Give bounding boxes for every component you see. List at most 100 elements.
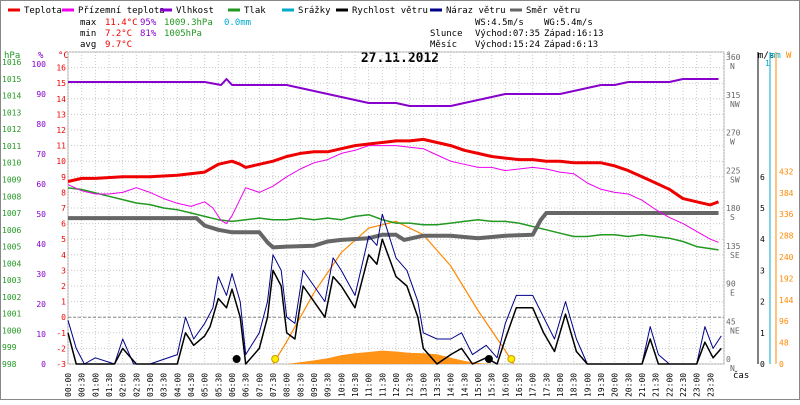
x-tick: 07:00: [255, 373, 264, 397]
temp-tick: 8: [61, 188, 66, 197]
stat-max-temp: 11.4°C: [105, 18, 138, 28]
x-tick: 17:30: [542, 373, 551, 397]
solar-tick: 336: [779, 210, 794, 219]
press-tick: 998: [2, 360, 17, 369]
series-gust: [67, 213, 722, 365]
unit-press: hPa: [4, 51, 20, 61]
solar-theoretical-line: [272, 220, 515, 365]
solar-tick: 192: [779, 274, 794, 283]
x-tick: 22:00: [665, 373, 674, 397]
stat-max-press: 1009.3hPa: [164, 18, 213, 28]
legend: Teplota Přízemní teplota Vlhkost Tlak Srážky…: [8, 6, 580, 16]
dir-tick-cardinal: E: [730, 289, 735, 298]
x-tick: 10:30: [351, 373, 360, 397]
dir-tick: 90: [726, 280, 736, 289]
x-tick: 09:00: [310, 373, 319, 397]
legend-label: Směr větru: [526, 6, 580, 16]
stat-max-rain: 0.0mm: [224, 18, 251, 28]
stat-avg-label: avg: [80, 40, 96, 50]
series-dir: [68, 211, 719, 250]
moonrise-time: Východ:15:24: [475, 40, 540, 50]
hum-tick: 30: [36, 270, 46, 279]
temp-tick: 12: [56, 126, 66, 135]
rain-tick: 1: [765, 59, 770, 68]
wind-tick: 4: [760, 235, 765, 244]
wind-tick: 2: [760, 298, 765, 307]
press-tick: 1000: [2, 326, 21, 335]
press-tick: 1003: [2, 276, 21, 285]
series-press: [67, 187, 719, 251]
stats-panel: max 11.4°C 95% 1009.3hPa 0.0mm min 7.2°C…: [80, 18, 604, 50]
moonset-time: Západ:6:13: [544, 40, 598, 50]
temp-tick: 3: [61, 266, 66, 275]
temp-tick: 7: [61, 204, 66, 213]
x-tick: 23:30: [706, 373, 715, 397]
x-tick: 12:00: [392, 373, 401, 397]
dir-tick-cardinal: NE: [730, 326, 740, 335]
temp-tick: 6: [61, 220, 66, 229]
x-tick: 23:00: [693, 373, 702, 397]
x-tick: 18:00: [556, 373, 565, 397]
x-tick: 06:30: [242, 373, 251, 397]
x-tick: 05:30: [214, 373, 223, 397]
dir-tick: 360: [726, 53, 741, 62]
solar-measured-area: [286, 350, 492, 364]
temp-tick: 11: [56, 142, 66, 151]
press-tick: 1011: [2, 142, 21, 151]
x-tick: 06:00: [228, 373, 237, 397]
press-tick: 1005: [2, 243, 21, 252]
hum-tick: 20: [36, 300, 46, 309]
x-tick: 17:00: [529, 373, 538, 397]
x-tick: 11:00: [365, 373, 374, 397]
hum-tick: 0: [41, 360, 46, 369]
chart-title: 27.11.2012: [361, 51, 439, 66]
temp-tick: 10: [56, 157, 66, 166]
solar-tick: 144: [779, 296, 794, 305]
temp-tick: 15: [56, 79, 66, 88]
solar-tick: 240: [779, 253, 794, 262]
temp-tick: 0: [61, 313, 66, 322]
dir-tick-cardinal: SW: [730, 175, 740, 184]
press-tick: 1002: [2, 293, 21, 302]
dir-tick-cardinal: SE: [730, 251, 740, 260]
unit-hum: %: [38, 51, 44, 61]
press-tick: 1012: [2, 125, 21, 134]
sunset-time: Západ:16:13: [544, 29, 604, 39]
series-temp: [67, 137, 720, 207]
x-tick: 03:30: [160, 373, 169, 397]
wind-tick: 3: [760, 266, 765, 275]
x-tick: 19:30: [597, 373, 606, 397]
press-tick: 1010: [2, 159, 21, 168]
press-tick: 1008: [2, 192, 21, 201]
dir-tick: 225: [726, 166, 741, 175]
wind-tick: 6: [760, 173, 765, 182]
stat-max-hum: 95%: [140, 18, 157, 28]
temp-tick: -2: [56, 344, 66, 353]
x-tick: 16:00: [501, 373, 510, 397]
temp-tick: 1: [61, 298, 66, 307]
x-tick: 04:00: [173, 373, 182, 397]
dir-tick-cardinal: N: [730, 62, 735, 71]
dir-tick: 135: [726, 242, 741, 251]
marker-moonset: [232, 355, 241, 363]
stat-wind-speed: WS:4.5m/s: [475, 18, 524, 28]
temp-tick: -3: [56, 360, 66, 369]
x-tick: 02:00: [119, 373, 128, 397]
x-tick: 18:30: [570, 373, 579, 397]
series-hum: [68, 78, 719, 107]
dir-tick-cardinal: S: [730, 213, 735, 222]
stat-avg-temp: 9.7°C: [105, 40, 132, 50]
x-tick: 05:00: [201, 373, 210, 397]
press-tick: 1004: [2, 259, 21, 268]
hum-tick: 100: [32, 60, 47, 69]
x-tick: 21:00: [638, 373, 647, 397]
sun-label: Slunce: [430, 29, 463, 39]
dir-tick: 45: [726, 317, 736, 326]
temp-tick: 16: [56, 64, 66, 73]
solar-tick: 432: [779, 167, 794, 176]
x-tick: 10:00: [337, 373, 346, 397]
wind-tick: 1: [760, 329, 765, 338]
x-tick: 12:30: [406, 373, 415, 397]
solar-tick: 0: [779, 360, 784, 369]
